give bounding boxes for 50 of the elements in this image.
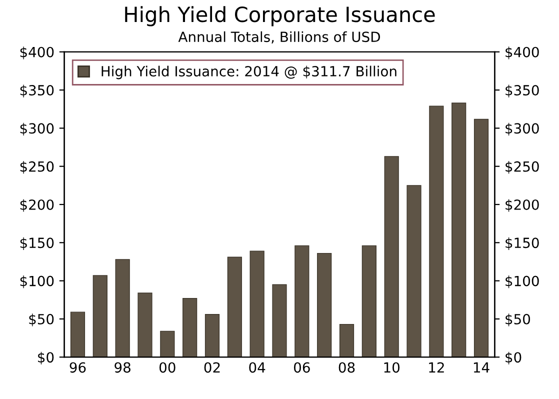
x-tick-label: 02: [204, 362, 220, 373]
bar: [182, 298, 198, 358]
bar: [384, 156, 399, 358]
y-tick-label: $250: [20, 161, 54, 174]
bar: [160, 330, 175, 358]
x-tick-label: 04: [249, 362, 266, 373]
y2-tick-label: $250: [506, 161, 539, 174]
y-tick-label: $150: [20, 237, 54, 250]
y2-tick-label: $100: [506, 276, 539, 288]
bar: [204, 314, 220, 358]
bar: [92, 275, 108, 358]
chart-title: High Yield Corporate Issuance: [125, 6, 435, 26]
y-tick-label: $100: [20, 276, 54, 288]
y2-tick-label: $400: [506, 46, 539, 60]
x-tick-label: 96: [70, 362, 86, 373]
y2-tick-label: $150: [506, 237, 539, 250]
x-tick-label: 10: [384, 362, 400, 373]
bar: [70, 312, 86, 358]
y-tick-label: $200: [20, 199, 54, 212]
bar: [452, 102, 466, 358]
y2-tick-label: $200: [506, 199, 539, 212]
x-tick-label: 08: [338, 362, 355, 373]
bar: [294, 245, 310, 358]
y2-tick-label: $350: [506, 84, 539, 98]
x-tick-label: 14: [474, 362, 490, 373]
chart-subtitle: Annual Totals, Billions of USD: [178, 31, 380, 44]
x-tick-label: 00: [159, 362, 176, 373]
y-tick-label: $400: [20, 46, 54, 60]
bar: [138, 292, 152, 358]
bar: [406, 185, 422, 358]
bar: [474, 118, 489, 358]
y-tick-label: $300: [20, 122, 54, 136]
bar: [339, 324, 354, 358]
bar: [272, 284, 287, 358]
x-tick-label: 06: [294, 362, 310, 373]
y2-tick-label: $50: [506, 314, 530, 326]
bar: [362, 245, 376, 358]
y2-tick-label: $300: [506, 122, 539, 136]
bar: [429, 106, 444, 358]
bar: [250, 250, 264, 358]
bar: [115, 259, 130, 358]
bar: [317, 252, 332, 358]
x-tick-label: 98: [114, 362, 130, 373]
y-tick-label: $0: [38, 352, 54, 364]
bar: [227, 256, 242, 358]
x-tick-label: 12: [429, 362, 444, 373]
y2-tick-label: $0: [506, 352, 522, 364]
y-tick-label: $350: [20, 84, 54, 98]
y-tick-label: $50: [29, 314, 54, 326]
legend-label: High Yield Issuance: 2014 @ $311.7 Billion: [102, 66, 396, 80]
